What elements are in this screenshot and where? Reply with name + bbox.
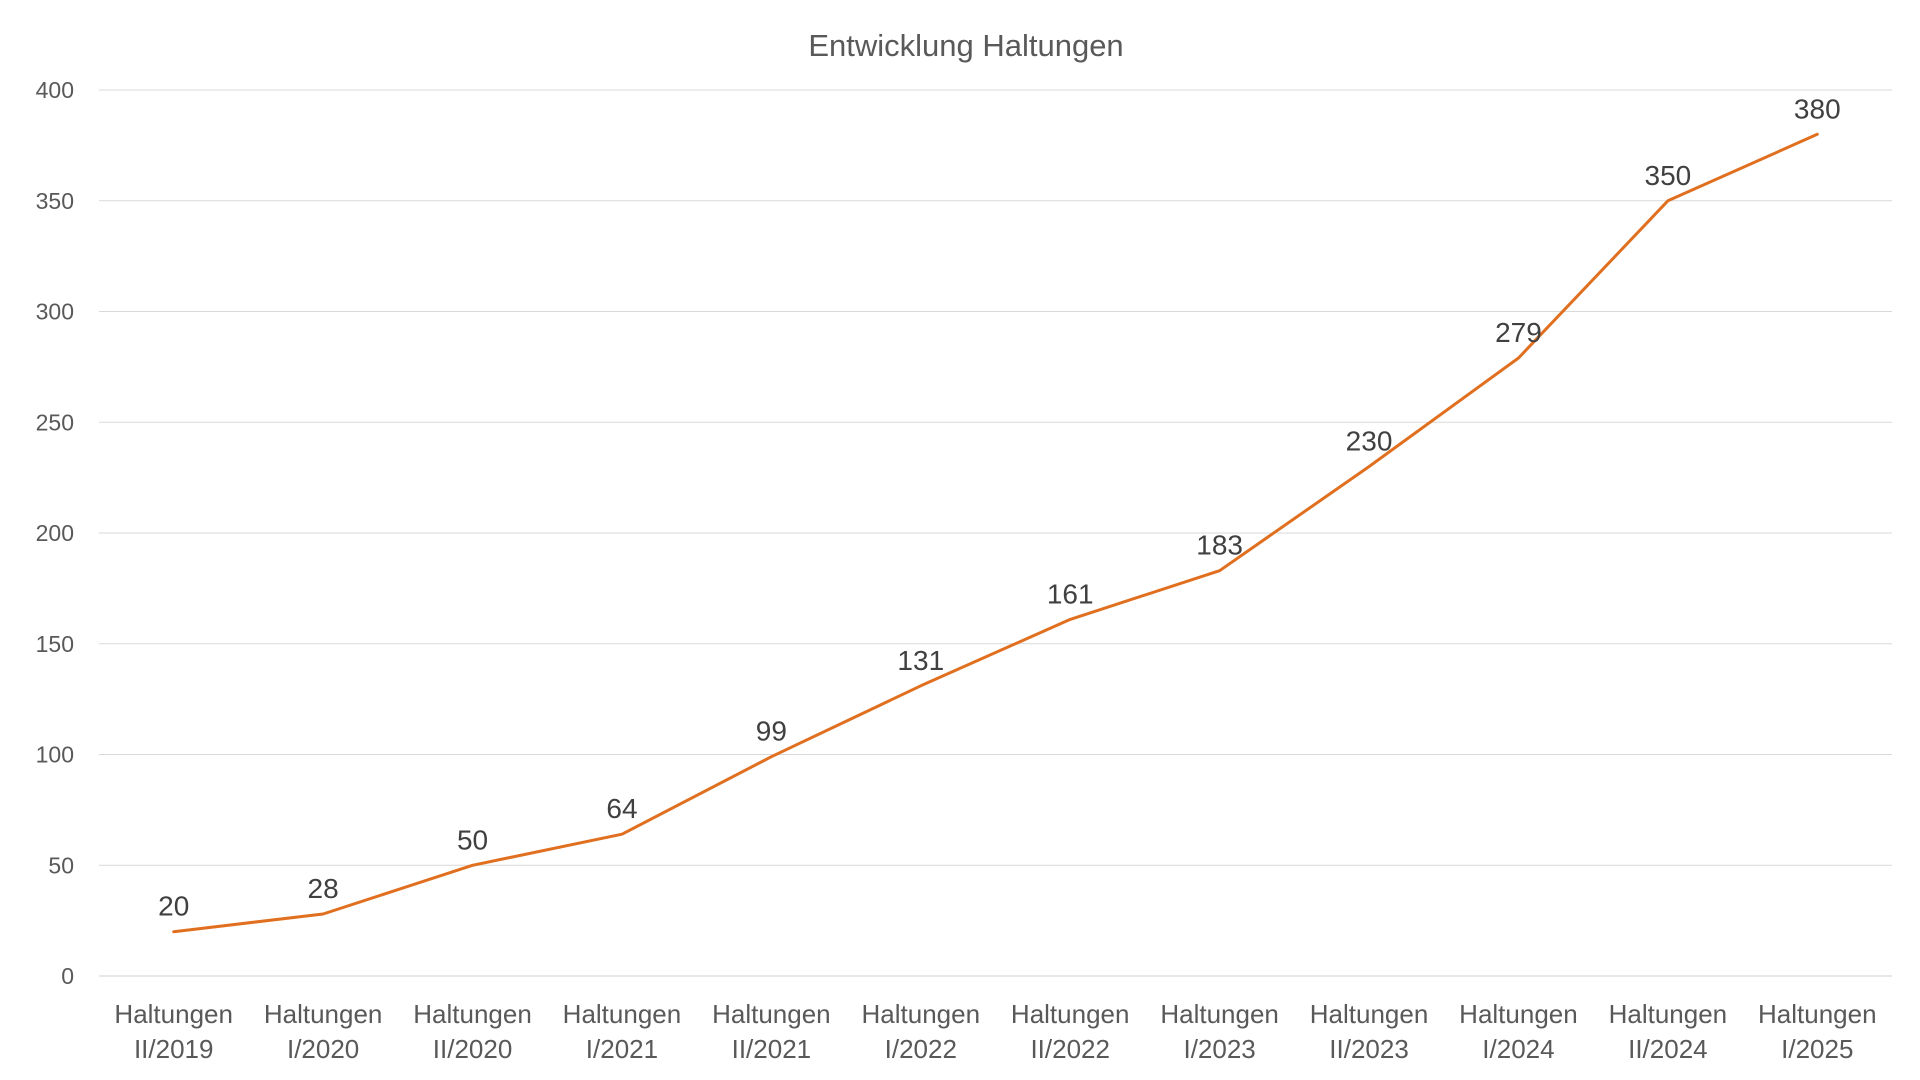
data-label: 50	[457, 824, 488, 855]
y-tick-label: 350	[36, 188, 74, 214]
data-label: 279	[1495, 317, 1542, 348]
x-tick-label: Haltungen	[1609, 999, 1728, 1029]
x-tick-label: Haltungen	[114, 999, 233, 1029]
y-tick-label: 0	[61, 963, 74, 989]
y-tick-label: 200	[36, 520, 74, 546]
data-label: 99	[756, 716, 787, 747]
y-tick-label: 400	[36, 77, 74, 103]
x-tick-label: II/2022	[1030, 1034, 1110, 1064]
x-tick-label: Haltungen	[1011, 999, 1130, 1029]
x-tick-label: Haltungen	[1758, 999, 1877, 1029]
y-tick-label: 100	[36, 742, 74, 768]
series-line	[172, 132, 1819, 934]
x-tick-label: Haltungen	[1160, 999, 1279, 1029]
x-tick-label: I/2023	[1183, 1034, 1255, 1064]
data-label: 28	[308, 873, 339, 904]
data-label: 380	[1794, 93, 1841, 124]
x-tick-label: Haltungen	[1459, 999, 1578, 1029]
x-tick-label: Haltungen	[264, 999, 383, 1029]
data-label: 350	[1645, 160, 1692, 191]
x-tick-label: Haltungen	[712, 999, 831, 1029]
x-tick-label: Haltungen	[1310, 999, 1429, 1029]
x-tick-label: I/2022	[885, 1034, 957, 1064]
y-axis: 0 50 100 150 200 250 300 350 400	[36, 77, 74, 989]
x-tick-label: I/2024	[1482, 1034, 1554, 1064]
x-tick-label: II/2020	[433, 1034, 513, 1064]
x-tick-label: Haltungen	[563, 999, 682, 1029]
x-tick-label: II/2024	[1628, 1034, 1708, 1064]
x-tick-label: Haltungen	[862, 999, 981, 1029]
x-tick-label: I/2021	[586, 1034, 658, 1064]
x-tick-label: I/2025	[1781, 1034, 1853, 1064]
data-label: 230	[1346, 426, 1393, 457]
data-label: 131	[897, 645, 944, 676]
data-label: 64	[606, 793, 637, 824]
y-tick-label: 150	[36, 631, 74, 657]
gridlines	[99, 89, 1892, 977]
series-layer	[172, 132, 1819, 934]
data-label: 183	[1196, 530, 1243, 561]
y-tick-label: 50	[48, 852, 74, 878]
data-label: 20	[158, 891, 189, 922]
x-tick-label: I/2020	[287, 1034, 359, 1064]
x-tick-label: Haltungen	[413, 999, 532, 1029]
data-labels: 20 28 50 64 99 131 161 183 230 279 350 380	[158, 93, 1841, 921]
y-tick-label: 300	[36, 299, 74, 325]
x-tick-label: II/2021	[732, 1034, 812, 1064]
x-axis: Haltungen II/2019 Haltungen I/2020 Haltungen…	[114, 999, 1876, 1064]
x-tick-label: II/2023	[1329, 1034, 1409, 1064]
data-label: 161	[1047, 578, 1094, 609]
y-tick-label: 250	[36, 409, 74, 435]
x-tick-label: II/2019	[134, 1034, 214, 1064]
chart-title: Entwicklung Haltungen	[808, 28, 1123, 63]
